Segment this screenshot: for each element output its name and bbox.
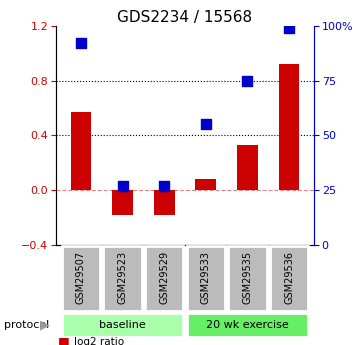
Point [78,41,84,46]
Text: baseline: baseline [99,320,146,329]
Text: GSM29529: GSM29529 [159,251,169,304]
Text: GSM29536: GSM29536 [284,251,294,304]
FancyBboxPatch shape [228,246,267,311]
Text: GSM29533: GSM29533 [201,251,211,304]
Text: ▶: ▶ [40,319,50,332]
FancyBboxPatch shape [145,246,183,311]
Title: GDS2234 / 15568: GDS2234 / 15568 [117,10,253,25]
FancyBboxPatch shape [187,313,308,337]
Text: GSM29535: GSM29535 [243,251,252,304]
Bar [237,145,258,190]
Point [203,122,209,127]
Point [244,78,250,83]
FancyBboxPatch shape [270,246,308,311]
Bar [70,112,91,190]
Point [161,183,167,189]
Text: log2 ratio: log2 ratio [74,337,124,345]
FancyBboxPatch shape [62,246,100,311]
Text: 20 wk exercise: 20 wk exercise [206,320,289,329]
FancyBboxPatch shape [62,313,183,337]
Bar [279,64,300,190]
Point [286,25,292,31]
Text: protocol: protocol [4,320,49,330]
Point [120,183,126,189]
Text: GSM29507: GSM29507 [76,251,86,304]
Bar [154,190,175,215]
FancyBboxPatch shape [187,246,225,311]
FancyBboxPatch shape [103,246,142,311]
Bar [195,179,216,190]
Text: GSM29523: GSM29523 [118,251,127,304]
Bar [112,190,133,215]
Text: ■: ■ [58,335,70,345]
